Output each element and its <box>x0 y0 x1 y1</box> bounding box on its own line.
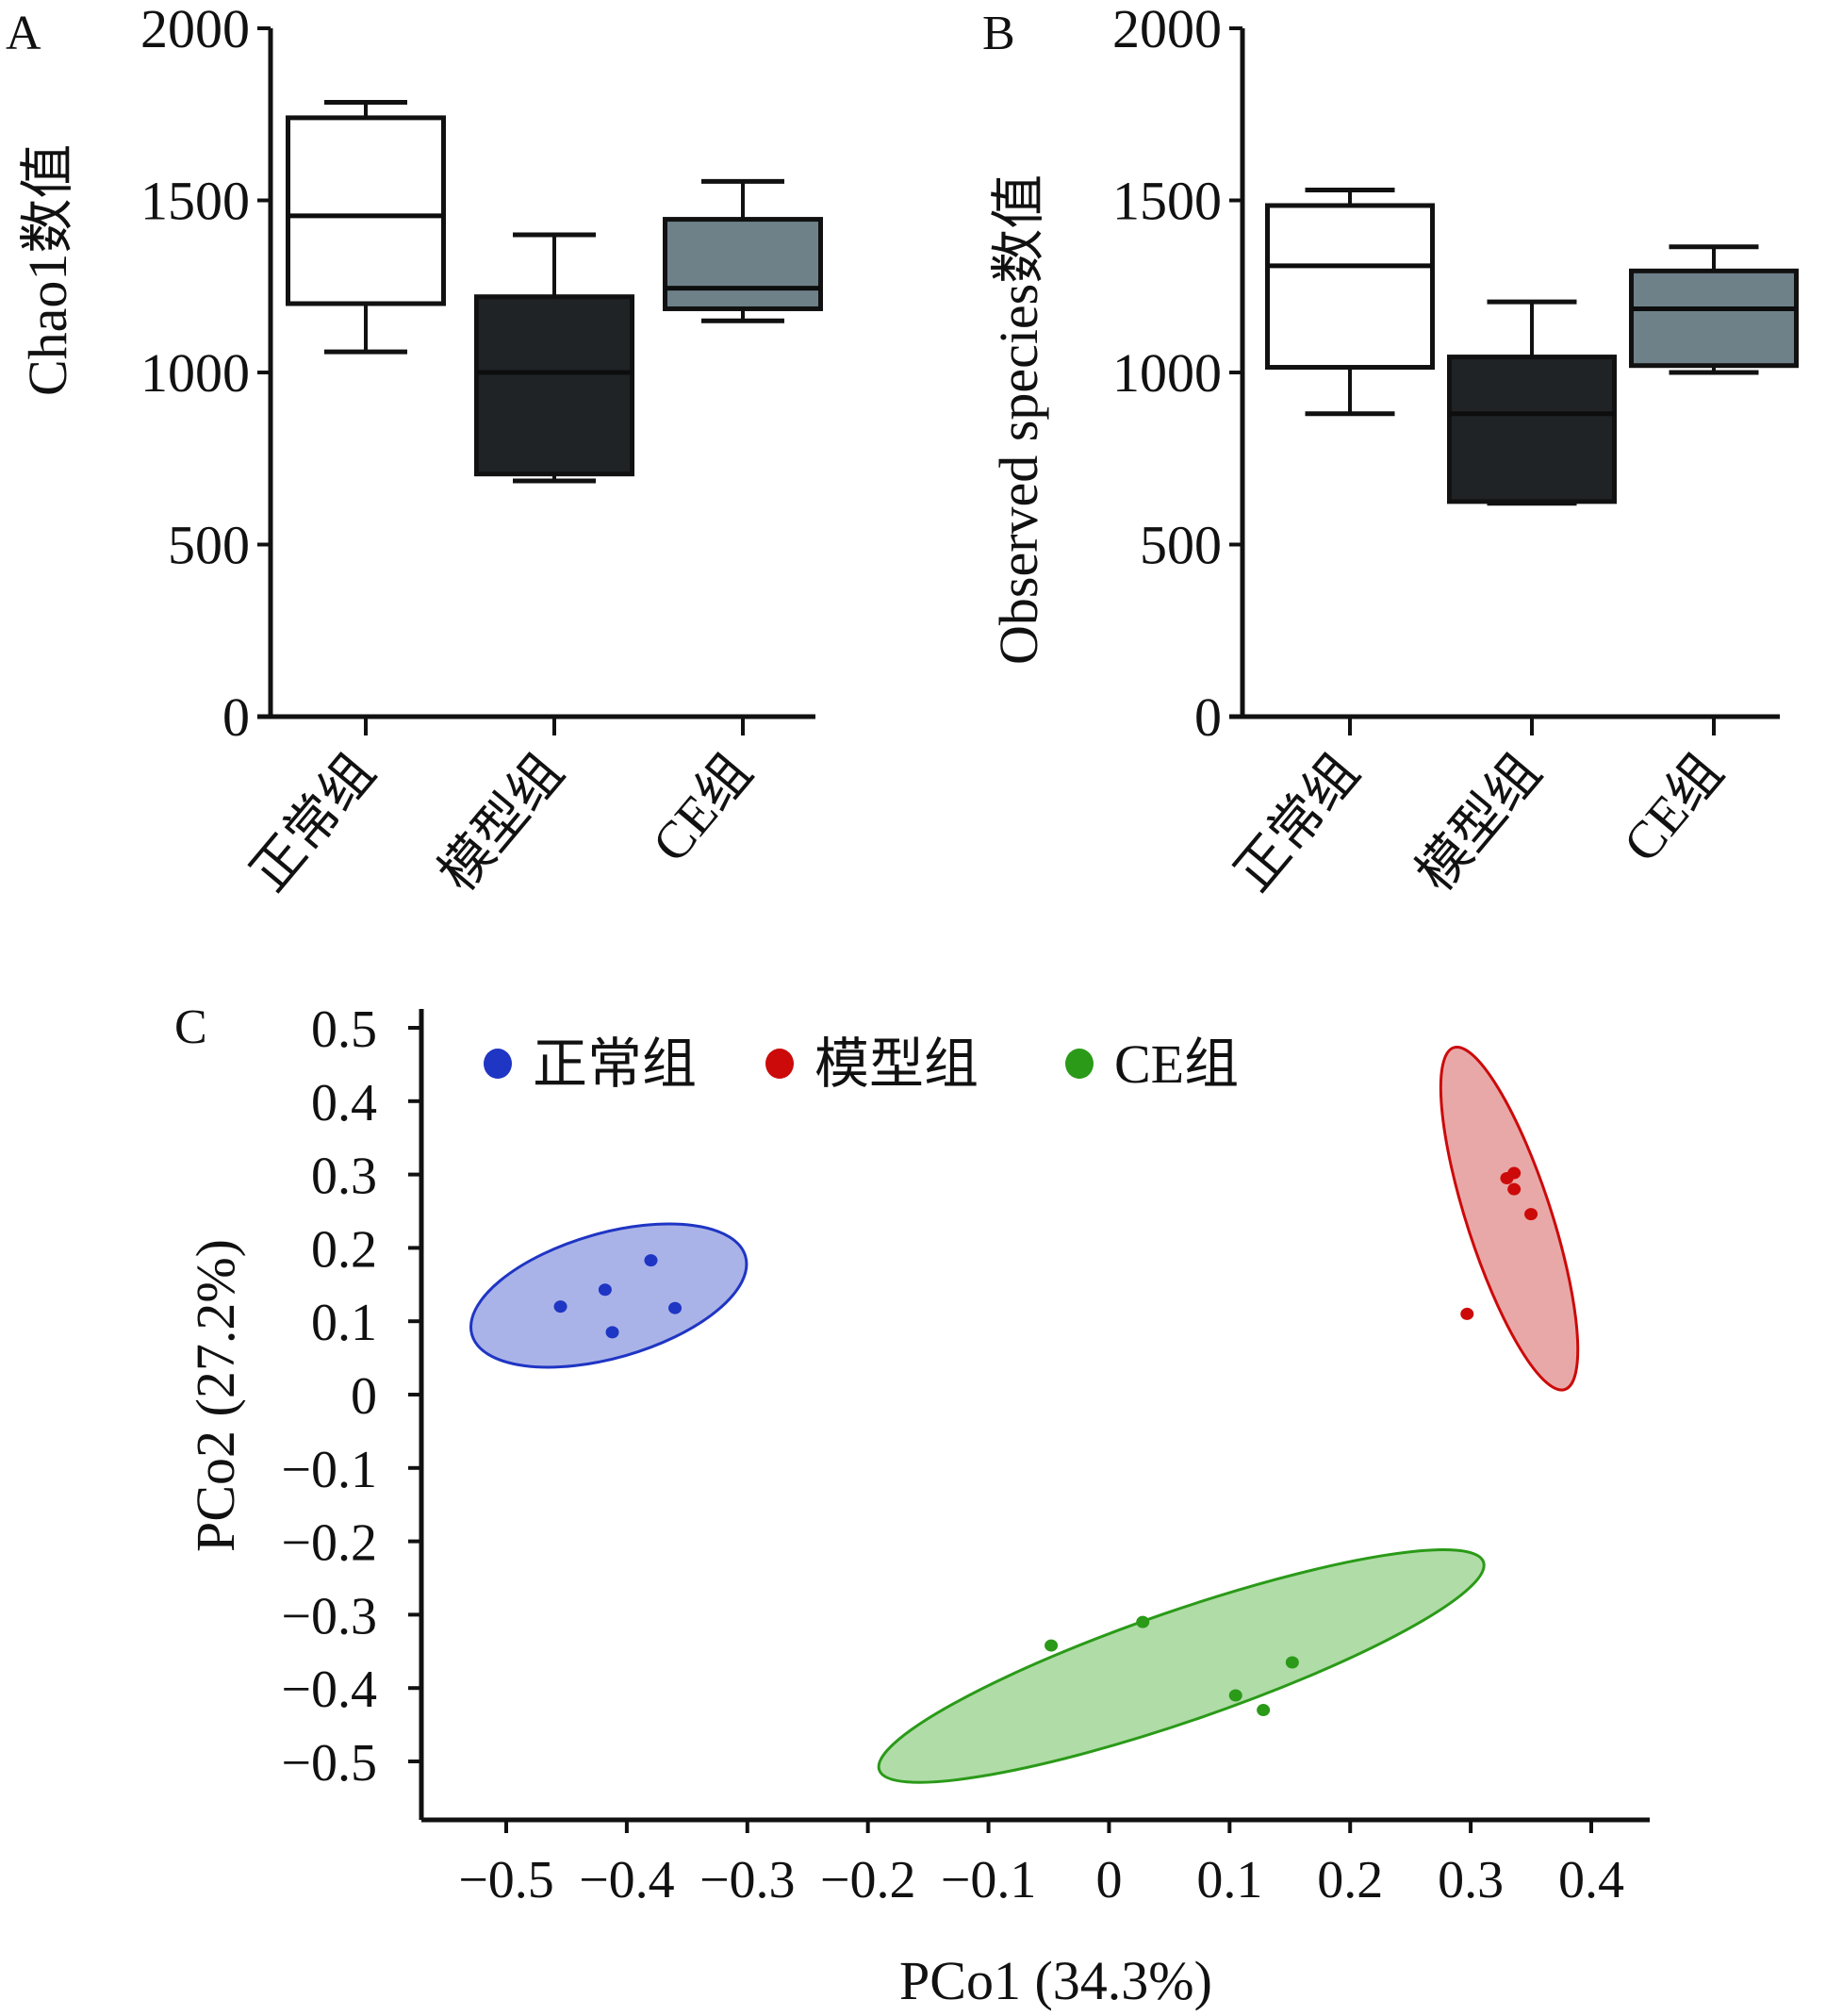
y-tick-label: −0.1 <box>281 1441 377 1499</box>
panel-letter-c: C <box>174 1000 207 1054</box>
y-tick-label: 500 <box>168 515 250 576</box>
y-tick-label: 2000 <box>140 0 250 59</box>
y-tick-label: −0.3 <box>281 1587 377 1645</box>
panel-a-y-axis-title: Chao1数值 <box>17 144 78 396</box>
pcoa-x-axis-title: PCo1 (34.3%) <box>899 1950 1212 2011</box>
legend-label: 模型组 <box>814 1033 979 1095</box>
pcoa-ellipses <box>469 1045 1580 1784</box>
data-point <box>598 1283 612 1297</box>
y-tick-label: 0 <box>1194 686 1222 748</box>
y-tick-label: 0.3 <box>311 1148 377 1206</box>
y-tick-label: −0.5 <box>281 1734 377 1793</box>
box-1 <box>1265 188 1435 417</box>
panel-b-y-axis-title: Observed species数值 <box>988 174 1049 665</box>
panel-letter-b: B <box>982 7 1015 60</box>
box-iqr <box>663 217 823 311</box>
pcoa-y-axis-title: PCo2 (27.2%) <box>185 1239 246 1552</box>
x-tick-label: −0.3 <box>699 1851 796 1909</box>
y-tick-label: 1500 <box>140 171 250 232</box>
y-tick-label: 0.5 <box>311 1000 377 1059</box>
x-category-label: 正常组 <box>239 744 386 903</box>
confidence-ellipse-3 <box>877 1547 1486 1784</box>
pcoa-axes: 0.5 0.4 0.3 0.2 0.1 0 −0.1 −0.2 −0.3 −0.4 −0.5 −0.5… <box>281 1000 1650 1909</box>
y-tick-label: −0.2 <box>281 1514 377 1573</box>
panel-b-boxes <box>1265 188 1799 506</box>
data-point <box>1136 1615 1150 1628</box>
box-iqr <box>1629 268 1799 369</box>
x-tick-label: 0.2 <box>1317 1851 1383 1909</box>
y-tick-label: 0.1 <box>311 1294 377 1352</box>
data-point <box>605 1326 619 1339</box>
x-tick-label: 0 <box>1095 1851 1122 1909</box>
panel-b-y-axis: 0 500 1000 1500 2000 正常组 模型组 CE组 <box>1112 0 1780 902</box>
y-tick-label: 1000 <box>1112 342 1222 404</box>
data-point <box>1507 1182 1522 1196</box>
y-tick-label: 1000 <box>140 342 250 404</box>
data-point <box>1257 1704 1271 1717</box>
y-tick-label: 0.4 <box>311 1074 377 1132</box>
data-point <box>668 1301 683 1314</box>
x-category-label: CE组 <box>641 744 763 874</box>
confidence-ellipse-1 <box>469 1222 748 1369</box>
y-tick-label: −0.4 <box>281 1661 377 1719</box>
x-tick-label: −0.5 <box>458 1851 554 1909</box>
legend-marker <box>765 1049 794 1079</box>
x-tick-label: −0.2 <box>820 1851 916 1909</box>
data-point <box>644 1254 658 1267</box>
x-category-label: CE组 <box>1612 744 1734 874</box>
x-tick-label: −0.4 <box>579 1851 675 1909</box>
y-tick-label: 0.2 <box>311 1220 377 1279</box>
legend-marker <box>484 1049 512 1079</box>
x-category-label: 模型组 <box>1406 744 1552 903</box>
box-1 <box>286 99 446 355</box>
legend-label: 正常组 <box>533 1033 697 1095</box>
x-tick-label: 0.3 <box>1438 1851 1504 1909</box>
box-2 <box>474 232 634 484</box>
data-point <box>553 1300 568 1314</box>
box-2 <box>1447 299 1617 506</box>
pcoa-legend: 正常组 模型组 CE组 <box>484 1033 1239 1095</box>
legend-marker <box>1065 1049 1094 1079</box>
pcoa-points <box>553 1166 1538 1717</box>
data-point <box>1228 1689 1242 1702</box>
y-tick-label: 0 <box>222 686 250 748</box>
legend-label: CE组 <box>1114 1033 1239 1095</box>
box-iqr <box>1265 203 1435 371</box>
y-tick-label: 1500 <box>1112 171 1222 232</box>
y-tick-label: 500 <box>1140 515 1222 576</box>
panel-b-observed-species-boxplot: B 0 500 1000 1500 2000 正常组 模型组 CE组 Observed spe… <box>982 0 1799 902</box>
panel-a-boxes <box>286 99 823 484</box>
panel-letter-a: A <box>6 7 41 60</box>
box-iqr <box>286 115 446 306</box>
x-tick-label: 0.4 <box>1558 1851 1624 1909</box>
data-point <box>1507 1166 1522 1180</box>
box-iqr <box>474 294 634 477</box>
box-3 <box>663 178 823 323</box>
box-iqr <box>1447 355 1617 504</box>
y-tick-label: 2000 <box>1112 0 1222 59</box>
data-point <box>1045 1639 1059 1652</box>
data-point <box>1524 1208 1538 1221</box>
box-3 <box>1629 244 1799 375</box>
confidence-ellipse-2 <box>1439 1045 1580 1392</box>
x-tick-label: −0.1 <box>941 1851 1037 1909</box>
panel-c-pcoa-scatter: C 0.5 0.4 0.3 0.2 0.1 0 −0.1 −0.2 −0.3 −0.4 −0.5 −0… <box>174 1000 1650 2011</box>
x-category-label: 正常组 <box>1224 744 1370 903</box>
y-tick-label: 0 <box>351 1367 377 1426</box>
data-point <box>1460 1307 1474 1320</box>
data-point <box>1285 1656 1299 1669</box>
x-category-label: 模型组 <box>428 744 574 903</box>
panel-a-chao1-boxplot: A 0 500 1000 1500 2000 正常组 模型组 CE组 Chao1数值 <box>6 0 823 903</box>
x-tick-label: 0.1 <box>1196 1851 1262 1909</box>
